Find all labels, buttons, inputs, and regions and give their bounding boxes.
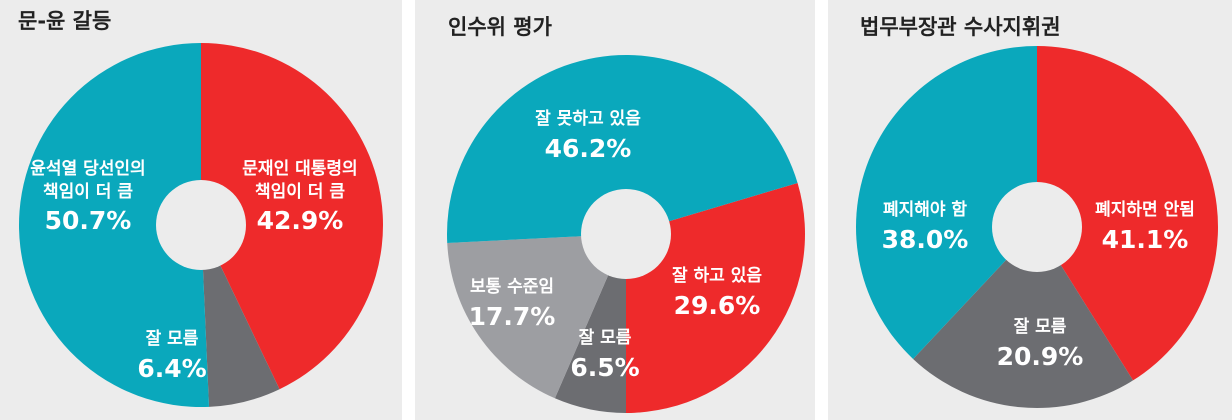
slice-value: 38.0% bbox=[882, 225, 969, 254]
pie-slice bbox=[447, 234, 626, 399]
slice-value: 42.9% bbox=[257, 206, 344, 235]
chart-title: 법무부장관 수사지휘권 bbox=[860, 15, 1061, 39]
pie-slice bbox=[856, 46, 1037, 359]
slice-label: 잘 모름 bbox=[579, 327, 632, 348]
donut-hole bbox=[581, 189, 671, 279]
slice-value: 6.4% bbox=[137, 354, 206, 383]
pie-slice bbox=[554, 234, 626, 413]
slice-label: 잘 모름 bbox=[1014, 316, 1067, 337]
chart-title: 인수위 평가 bbox=[448, 15, 553, 39]
slice-label: 윤석열 당선인의 bbox=[30, 159, 145, 179]
slice-label: 잘 모름 bbox=[146, 328, 199, 349]
pie-slice bbox=[446, 55, 798, 243]
slice-label: 잘 못하고 있음 bbox=[535, 108, 641, 129]
chart-title: 문-윤 갈등 bbox=[18, 9, 111, 33]
slice-value: 50.7% bbox=[45, 206, 132, 235]
donut-hole bbox=[992, 182, 1082, 272]
slice-value: 29.6% bbox=[674, 291, 761, 320]
slice-value: 46.2% bbox=[545, 134, 632, 163]
slice-label: 폐지하면 안됨 bbox=[1095, 199, 1195, 220]
pie-slice bbox=[19, 43, 210, 408]
pie-slice bbox=[201, 225, 280, 407]
pie-slice bbox=[626, 182, 805, 413]
slice-label: 문재인 대통령의 bbox=[242, 158, 357, 179]
pie-slice bbox=[913, 227, 1134, 409]
slice-value: 41.1% bbox=[1102, 225, 1189, 254]
slice-label: 잘 하고 있음 bbox=[672, 265, 762, 286]
slice-label: 보통 수준임 bbox=[470, 276, 554, 297]
slice-label: 폐지해야 함 bbox=[883, 199, 967, 220]
slice-value: 6.5% bbox=[570, 353, 639, 382]
slice-value: 20.9% bbox=[997, 342, 1084, 371]
pie-slice bbox=[1037, 46, 1218, 381]
donut-hole bbox=[156, 180, 246, 270]
slice-label: 책임이 더 큼 bbox=[43, 181, 133, 202]
slice-value: 17.7% bbox=[469, 302, 556, 331]
pie-slice bbox=[201, 43, 383, 390]
slice-label: 책임이 더 큼 bbox=[255, 181, 345, 202]
